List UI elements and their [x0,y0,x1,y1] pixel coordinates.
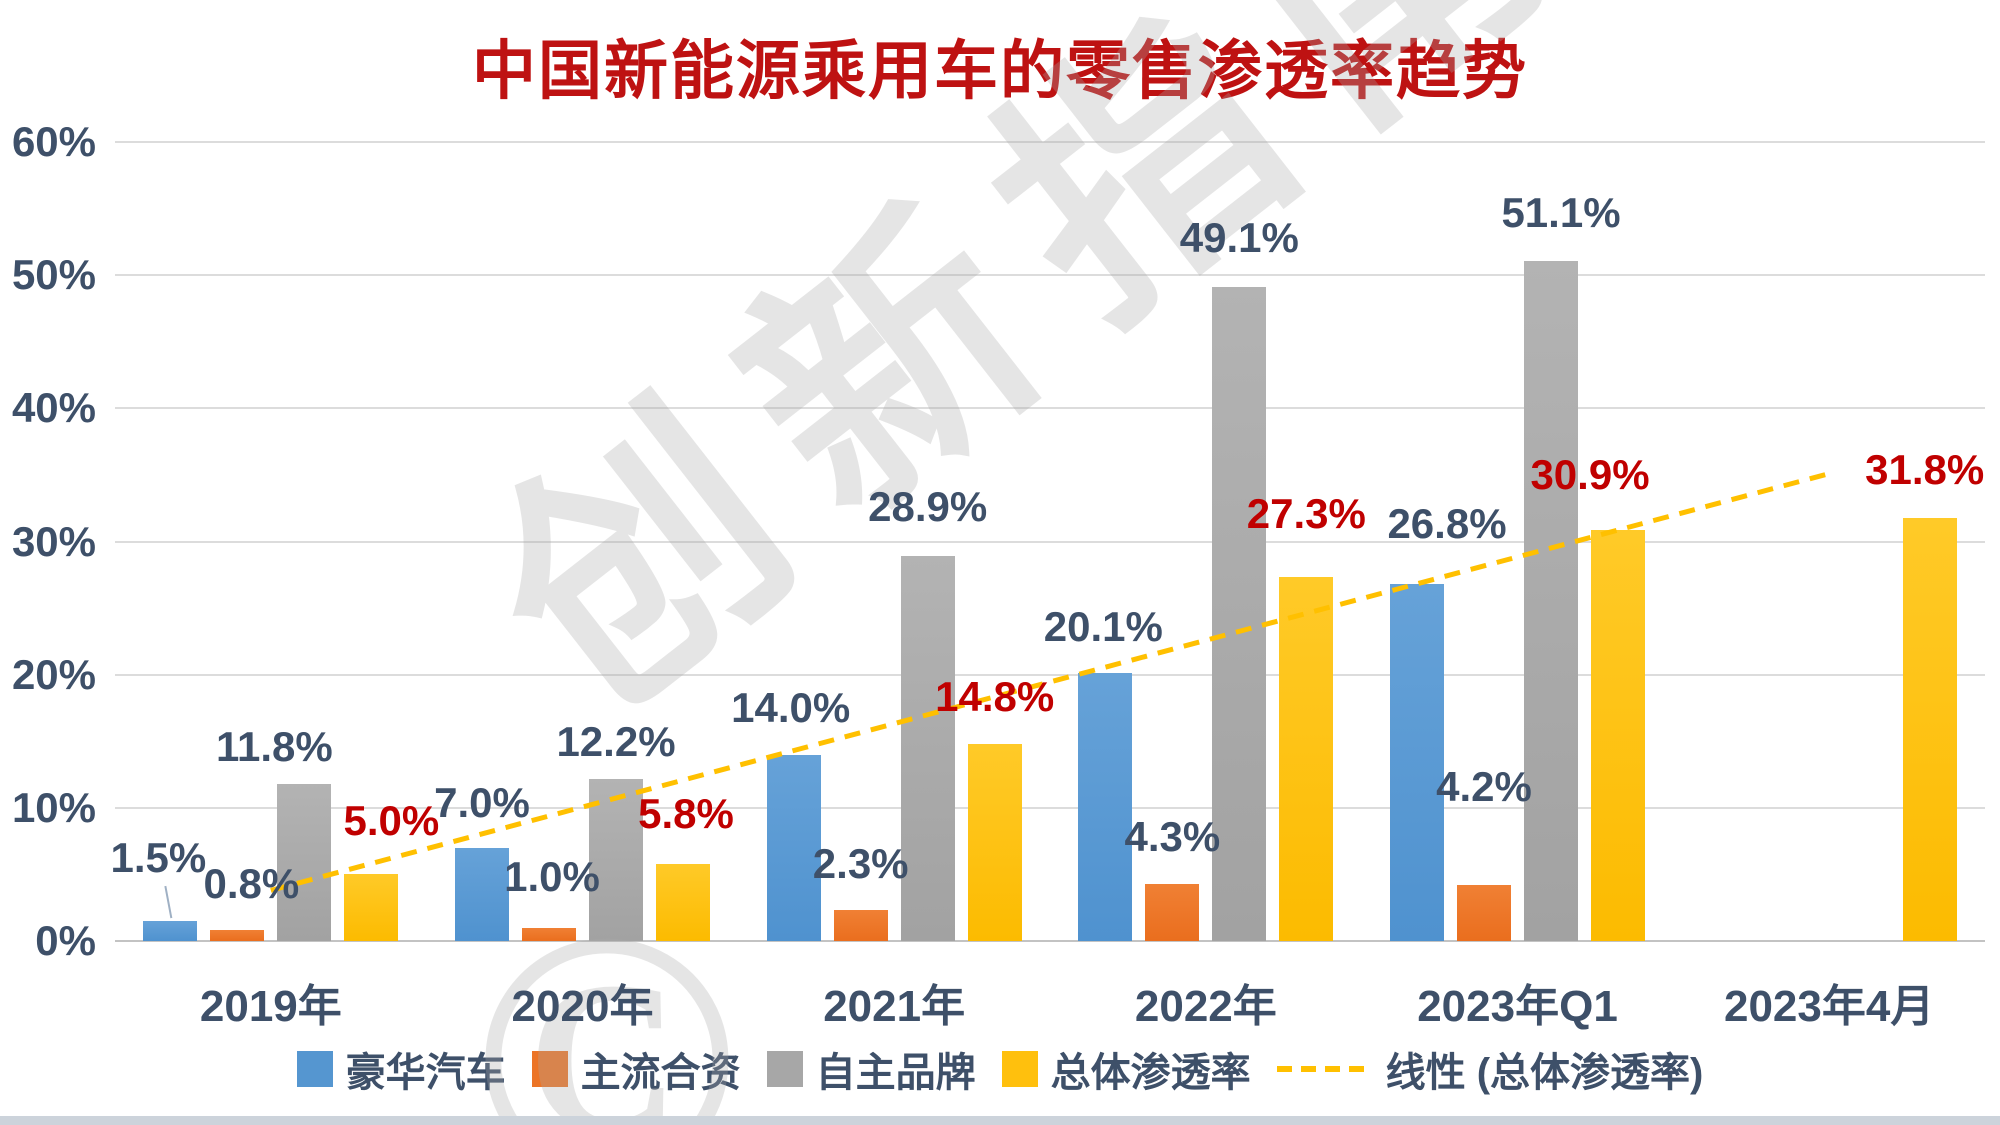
data-label-series3-cat3: 27.3% [1246,490,1366,538]
legend-item-0: 豪华汽车 [296,1040,506,1098]
data-label-series3-cat5: 31.8% [1865,445,1985,493]
data-label-series0-cat2: 14.0% [731,683,851,731]
bar-series3-cat1 [656,863,710,941]
x-axis-label-4: 2023年Q1 [1417,982,1618,1031]
data-label-series0-cat0: 1.5% [110,834,207,882]
x-axis-label-3: 2022年 [1134,982,1277,1031]
bar-series2-cat1 [589,778,643,941]
legend-swatch-icon-1 [531,1051,568,1087]
legend-label-3: 总体渗透率 [1050,1051,1251,1095]
bar-series2-cat3 [1212,287,1267,941]
data-label-series2-cat2: 28.9% [868,483,988,531]
data-label-series2-cat3: 49.1% [1179,214,1299,262]
legend-swatch-icon-0 [296,1051,333,1087]
bar-series0-cat0 [143,921,198,941]
chart-title: 中国新能源乘用车的零售渗透率趋势 [472,36,1528,107]
y-axis-tick-10: 10% [11,783,96,831]
chart-legend: 豪华汽车 主流合资 自主品牌 总体渗透率 线性 (总体渗透率) [0,1040,2000,1098]
gridline-0 [115,940,1985,942]
data-label-series1-cat1: 1.0% [504,852,600,900]
bar-series1-cat4 [1457,885,1511,941]
data-label-series2-cat0: 11.8% [215,722,333,770]
bar-series0-cat1 [455,847,509,941]
bar-series1-cat0 [210,930,265,941]
data-label-series1-cat3: 4.3% [1124,812,1221,860]
legend-label-0: 豪华汽车 [345,1051,506,1095]
data-label-series3-cat4: 30.9% [1530,450,1650,498]
legend-dashed-line-icon [1276,1066,1373,1072]
x-axis-label-0: 2019年 [199,982,342,1031]
y-axis-tick-20: 20% [11,650,96,698]
bar-series2-cat4 [1524,260,1578,941]
bar-series3-cat4 [1591,529,1645,941]
x-axis-label-2: 2021年 [823,982,966,1031]
bar-series2-cat0 [277,783,332,941]
bottom-strip [0,1116,2000,1125]
gridline-30 [115,540,1985,543]
legend-label-trendline: 线性 (总体渗透率) [1385,1051,1704,1095]
legend-item-2: 自主品牌 [766,1040,976,1098]
bar-series0-cat4 [1390,584,1444,941]
data-label-series0-cat1: 7.0% [434,778,530,826]
y-axis-tick-0: 0% [35,917,96,964]
y-axis-tick-40: 40% [11,384,96,432]
x-axis-label-5: 2023年4月 [1723,982,1935,1031]
y-axis-tick-60: 60% [11,118,96,165]
data-label-series3-cat2: 14.8% [935,672,1055,720]
data-label-series0-cat3: 20.1% [1043,603,1163,651]
data-label-series1-cat0: 0.8% [203,860,300,908]
legend-swatch-icon-2 [766,1051,803,1087]
bar-series1-cat1 [522,927,576,941]
gridline-20 [115,673,1985,676]
data-label-series2-cat4: 51.1% [1501,188,1621,236]
bar-series1-cat2 [833,910,888,941]
bar-series3-cat2 [967,743,1022,941]
data-label-series2-cat1: 12.2% [556,717,676,765]
legend-item-3: 总体渗透率 [1001,1040,1251,1098]
label-leader-line [164,885,173,919]
bar-series2-cat2 [900,556,955,941]
gridline-40 [115,407,1985,410]
y-axis-tick-50: 50% [11,251,96,299]
data-label-series3-cat0: 5.0% [343,797,440,845]
bar-series0-cat2 [766,754,821,941]
legend-label-2: 自主品牌 [815,1051,976,1095]
data-label-series1-cat2: 2.3% [812,840,909,888]
data-label-series1-cat4: 4.2% [1436,763,1532,811]
gridline-60 [115,141,1985,143]
data-label-series0-cat4: 26.8% [1387,500,1507,548]
x-axis-label-1: 2020年 [511,982,654,1031]
legend-item-trendline: 线性 (总体渗透率) [1276,1040,1704,1098]
legend-label-1: 主流合资 [580,1051,741,1095]
bar-series3-cat3 [1279,577,1334,941]
bar-series1-cat3 [1145,883,1200,941]
gridline-10 [115,806,1985,809]
y-axis-tick-30: 30% [11,517,96,565]
bar-series3-cat5 [1902,517,1957,941]
legend-swatch-icon-3 [1001,1051,1038,1087]
bar-series0-cat3 [1078,673,1133,941]
bar-series3-cat0 [344,874,399,941]
data-label-series3-cat1: 5.8% [638,789,734,837]
gridline-50 [115,274,1985,277]
legend-item-1: 主流合资 [531,1040,741,1098]
